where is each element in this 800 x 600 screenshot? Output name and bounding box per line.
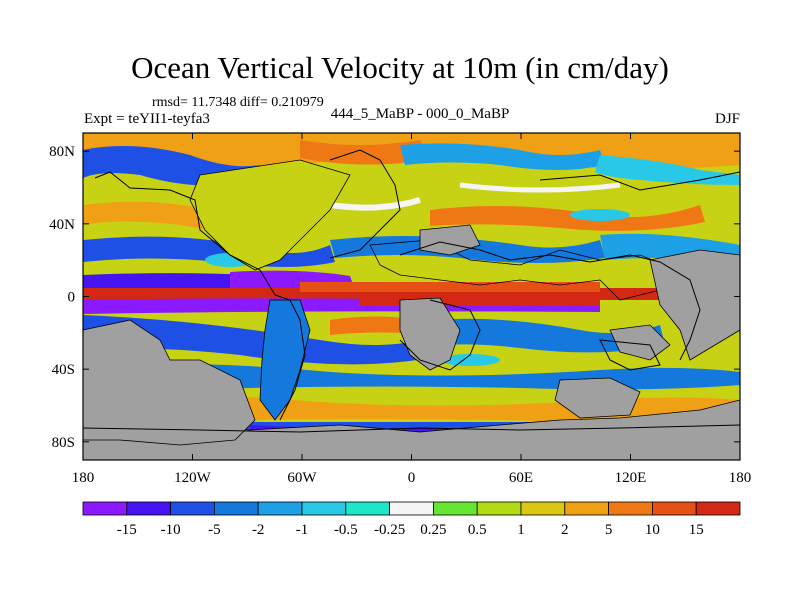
lon-tick-label: 60W <box>287 470 317 486</box>
colorbar: -15 -10 -5 -2 -1 -0.5 -0.25 0.25 0.5 1 2 5 10 15 <box>82 501 741 538</box>
colorbar-swatch <box>389 501 434 516</box>
colorbar-swatch <box>564 501 609 516</box>
colorbar-swatch <box>82 501 128 516</box>
colorbar-swatch <box>126 501 172 516</box>
colorbar-swatch <box>476 501 522 516</box>
lat-tick-label: 80N <box>49 144 75 160</box>
colorbar-label: 0.5 <box>468 522 487 538</box>
lat-tick-label: 40N <box>49 217 75 233</box>
lat-tick-label: 80S <box>52 435 75 451</box>
colorbar-label: 0.25 <box>420 522 446 538</box>
colorbar-label: -1 <box>296 522 309 538</box>
latitude-axis: 80N 40N 0 40S 80S <box>49 144 740 451</box>
colorbar-swatch <box>432 501 478 516</box>
colorbar-swatch <box>257 501 303 516</box>
lat-tick-label: 0 <box>68 290 76 306</box>
longitude-axis: 180 120W 60W 0 60E 120E 180 <box>72 133 752 486</box>
colorbar-swatch <box>213 501 259 516</box>
colorbar-label: -2 <box>252 522 265 538</box>
colorbar-label: -5 <box>208 522 221 538</box>
land-masses <box>83 159 740 460</box>
colorbar-label: 1 <box>517 522 525 538</box>
lon-tick-label: 60E <box>509 470 533 486</box>
lon-tick-label: 0 <box>408 470 416 486</box>
colorbar-label: 2 <box>561 522 569 538</box>
colorbar-swatch <box>608 501 653 516</box>
difference-label: 444_5_MaBP - 000_0_MaBP <box>330 106 510 122</box>
stats-line: rmsd= 11.7348 diff= 0.210979 <box>152 95 324 110</box>
colorbar-label: -15 <box>117 522 137 538</box>
colorbar-swatch <box>345 501 390 516</box>
lon-tick-label: 120W <box>174 470 212 486</box>
lon-tick-label: 180 <box>729 470 752 486</box>
lat-tick-label: 40S <box>52 362 75 378</box>
colorbar-label: -0.5 <box>334 522 358 538</box>
season-label: DJF <box>714 111 740 127</box>
lon-tick-label: 120E <box>615 470 647 486</box>
colorbar-label: -10 <box>161 522 181 538</box>
map-title: Ocean Vertical Velocity at 10m (in cm/da… <box>131 50 669 85</box>
colorbar-swatch <box>520 501 566 516</box>
colorbar-label: -0.25 <box>374 522 405 538</box>
colorbar-swatch <box>695 501 741 516</box>
coastlines <box>83 149 740 433</box>
colorbar-swatch <box>170 501 215 516</box>
colorbar-swatch <box>301 501 347 516</box>
experiment-label: Expt = teYII1-teyfa3 <box>84 111 210 127</box>
colorbar-swatch <box>652 501 697 516</box>
colorbar-label: 5 <box>605 522 613 538</box>
colorbar-label: 10 <box>645 522 660 538</box>
lon-tick-label: 180 <box>72 470 95 486</box>
colorbar-label: 15 <box>689 522 704 538</box>
